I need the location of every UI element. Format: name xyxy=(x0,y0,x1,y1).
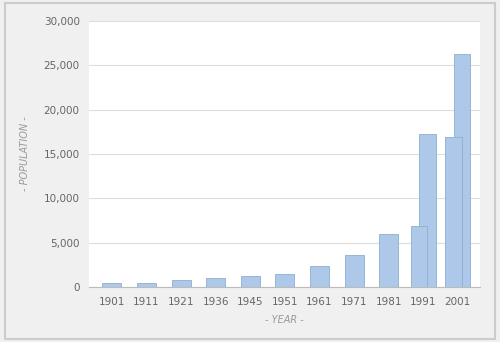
Bar xyxy=(344,255,364,287)
Bar xyxy=(446,137,462,287)
Bar xyxy=(206,278,225,287)
Bar xyxy=(411,226,428,287)
Bar xyxy=(276,274,294,287)
Bar xyxy=(310,266,329,287)
Bar xyxy=(137,283,156,287)
Y-axis label: - POPULATION -: - POPULATION - xyxy=(20,117,30,191)
Bar xyxy=(172,279,190,287)
Bar xyxy=(454,54,470,287)
Bar xyxy=(419,134,436,287)
Bar xyxy=(102,283,122,287)
Bar xyxy=(379,235,398,287)
X-axis label: - YEAR -: - YEAR - xyxy=(266,315,304,326)
Bar xyxy=(241,276,260,287)
